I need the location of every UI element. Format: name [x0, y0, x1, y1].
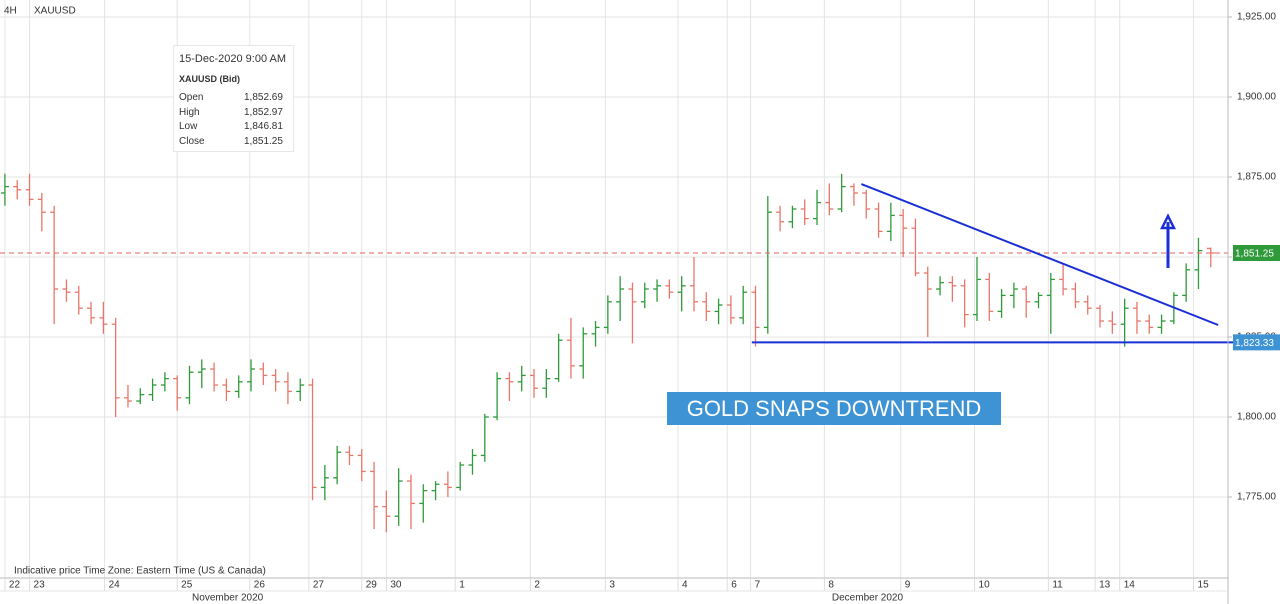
x-tick-label: 3: [609, 580, 615, 591]
x-tick-label: 15: [1198, 580, 1210, 591]
tooltip-value: 1,852.69: [244, 92, 283, 103]
x-tick-label: 4: [682, 580, 688, 591]
tooltip-value: 1,851.25: [244, 135, 283, 147]
tooltip-label: High: [179, 106, 200, 118]
tooltip-rows: Open 1,852.69 High 1,852.97 Low 1,846.81 Close…: [174, 46, 293, 151]
x-tick-label: 2: [534, 580, 540, 591]
price-marker: [1233, 244, 1280, 261]
tooltip-label: Low: [179, 121, 198, 132]
month-label: December 2020: [832, 593, 904, 604]
tooltip: 15-Dec-2020 9:00 AM XAUUSD (Bid) Open 1,8…: [173, 45, 294, 152]
x-tick-label: 10: [979, 580, 991, 591]
x-tick-label: 1: [459, 580, 465, 591]
overlay: [0, 183, 1236, 344]
price-marker-label: 1,851.25: [1235, 249, 1274, 260]
annotation-banner: GOLD SNAPS DOWNTREND: [667, 392, 1001, 425]
tooltip-label: Close: [179, 135, 205, 147]
x-tick-label: 14: [1124, 580, 1136, 591]
y-tick-label: 1,875.00: [1237, 172, 1276, 183]
x-tick-label: 11: [1052, 580, 1063, 591]
x-tick-label: 23: [34, 580, 46, 591]
y-tick-label: 1,800.00: [1237, 412, 1276, 423]
x-tick-label: 30: [390, 580, 402, 591]
axes: 1,775.001,800.001,825.001,850.001,875.00…: [4, 12, 1280, 604]
tooltip-value: 1,846.81: [244, 121, 283, 132]
price-marker-label: 1,823.33: [1235, 338, 1274, 349]
x-tick-label: 8: [828, 580, 834, 591]
tooltip-value: 1,852.97: [244, 106, 283, 118]
x-tick-label: 27: [313, 580, 325, 591]
y-tick-label: 1,900.00: [1237, 92, 1276, 103]
y-tick-label: 1,775.00: [1237, 492, 1276, 503]
x-tick-label: 9: [905, 580, 911, 591]
x-tick-label: 6: [731, 580, 737, 591]
month-label: November 2020: [192, 593, 264, 604]
tooltip-label: Open: [179, 92, 204, 103]
x-tick-label: 7: [755, 580, 761, 591]
grid: [0, 0, 1228, 578]
footer-note: Indicative price Time Zone: Eastern Time…: [14, 566, 266, 577]
price-marker: [1233, 334, 1280, 351]
tooltip-date: 15-Dec-2020 9:00 AM: [179, 53, 287, 65]
x-tick-label: 24: [109, 580, 121, 591]
x-tick-label: 22: [9, 580, 21, 591]
bars: [0, 173, 1215, 533]
x-tick-label: 25: [181, 580, 193, 591]
chart-title: XAUUSD: [34, 6, 76, 17]
x-tick-label: 13: [1099, 580, 1111, 591]
timeframe: 4H: [4, 6, 17, 17]
x-tick-label: 29: [366, 580, 378, 591]
trendline: [860, 183, 1219, 326]
tooltip-title: XAUUSD (Bid): [179, 74, 240, 84]
y-tick-label: 1,925.00: [1237, 12, 1276, 23]
x-tick-label: 26: [254, 580, 266, 591]
